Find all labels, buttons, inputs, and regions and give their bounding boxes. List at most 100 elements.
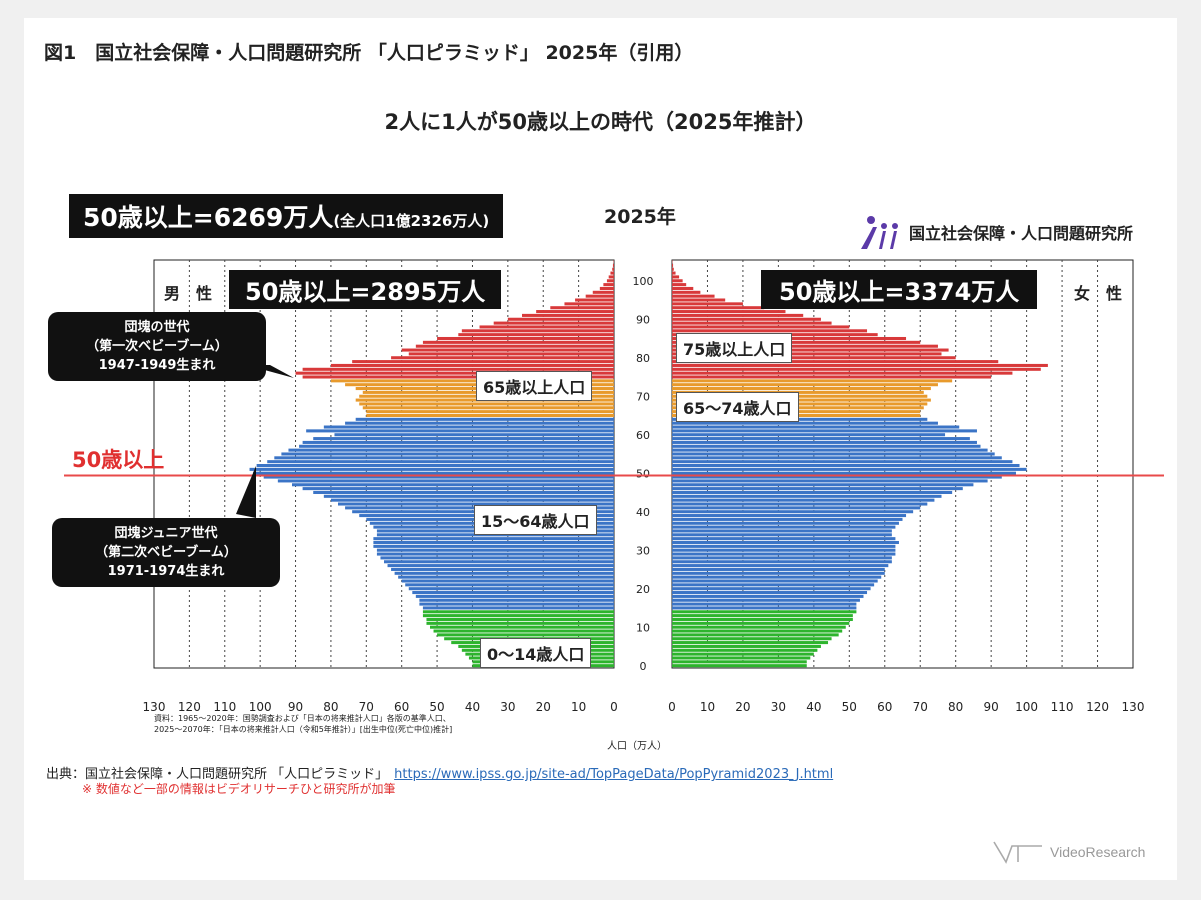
female-bar — [672, 579, 878, 583]
male-bar — [433, 629, 614, 633]
female-bar — [672, 475, 1002, 479]
female-x-tick-label: 10 — [700, 700, 715, 714]
female-bar — [672, 621, 850, 625]
male-bar — [288, 448, 614, 452]
female-bar — [672, 548, 896, 552]
callout-dankai-line1: 団塊の世代 — [124, 320, 190, 335]
male-bar — [373, 544, 614, 548]
female-bar — [672, 564, 889, 568]
female-bar — [672, 425, 960, 429]
female-bar — [672, 344, 938, 348]
age-tick-label: 20 — [636, 583, 650, 596]
male-bar — [422, 606, 614, 610]
female-bar — [672, 271, 676, 275]
female-bar — [672, 514, 907, 518]
male-bar — [422, 610, 614, 614]
female-bar — [672, 394, 928, 398]
male-x-tick-label: 10 — [571, 700, 586, 714]
female-bar — [672, 660, 807, 664]
male-bar — [330, 363, 614, 367]
population-pyramid-chart: 0 0 10 10 20 20 30 30 40 40 50 50 60 60 70 70 80 80 90 90 10… — [64, 259, 1164, 714]
female-bar — [672, 529, 892, 533]
total-50plus-box: 50歳以上=6269万人(全人口1億2326万人) — [69, 194, 504, 238]
male-bar — [522, 313, 614, 317]
male-bar — [362, 406, 614, 410]
male-bar — [419, 602, 614, 606]
female-bar — [672, 290, 701, 294]
male-x-tick-label: 90 — [288, 700, 303, 714]
female-bar — [672, 633, 839, 637]
male-bar — [306, 429, 614, 433]
chart-subtitle: 2人に1人が50歳以上の時代（2025年推計） — [384, 110, 817, 134]
male-bar — [422, 614, 614, 618]
male-x-tick-label: 60 — [394, 700, 409, 714]
male-bar — [408, 352, 614, 356]
male-bar — [415, 594, 614, 598]
female-bar — [672, 560, 892, 564]
female-bar — [672, 433, 946, 437]
male-bar — [302, 375, 614, 379]
female-x-tick-label: 40 — [806, 700, 821, 714]
female-bar — [672, 471, 1016, 475]
female-bar — [672, 544, 896, 548]
female-bar — [672, 479, 988, 483]
ipss-logo-text: 国立社会保障・人口問題研究所 — [909, 224, 1134, 243]
female-bar — [672, 421, 938, 425]
female-bar — [672, 440, 977, 444]
source-credit-text: 出典：国立社会保障・人口問題研究所 「人口ピラミッド」 — [46, 767, 389, 782]
age-15-64-label: 15〜64歳人口 — [474, 505, 597, 535]
age-65-74-label: 65〜74歳人口 — [676, 392, 799, 422]
male-bar — [398, 575, 614, 579]
male-bar — [585, 294, 614, 298]
slide: 図1 国立社会保障・人口問題研究所 「人口ピラミッド」 2025年（引用） 2人… — [24, 18, 1177, 880]
male-bar — [437, 633, 614, 637]
age-65-plus-label: 65歳以上人口 — [476, 371, 593, 401]
male-bar — [387, 564, 614, 568]
video-research-logo: VideoResearch — [992, 840, 1145, 864]
male-bar — [380, 556, 614, 560]
female-bar — [672, 398, 931, 402]
male-bar — [253, 471, 615, 475]
male-bar — [313, 437, 614, 441]
female-bar — [672, 429, 977, 433]
age-tick-label: 50 — [636, 468, 650, 481]
female-bar — [672, 537, 896, 541]
age-tick-label: 40 — [636, 506, 650, 519]
male-bar — [412, 591, 614, 595]
male-bar — [295, 371, 614, 375]
female-bar — [672, 594, 864, 598]
female-bar — [672, 375, 992, 379]
female-bar — [672, 575, 882, 579]
female-bar — [672, 606, 857, 610]
female-bar — [672, 310, 786, 314]
female-bar — [672, 352, 942, 356]
male-bar — [302, 487, 614, 491]
male-bar — [592, 290, 614, 294]
male-bar — [366, 410, 614, 414]
female-x-tick-label: 130 — [1122, 700, 1145, 714]
fifty-plus-line-label: 50歳以上 — [72, 448, 165, 472]
male-x-tick-label: 110 — [213, 700, 236, 714]
female-bar — [672, 317, 821, 321]
male-x-tick-label: 70 — [359, 700, 374, 714]
male-bar — [426, 617, 614, 622]
age-tick-label: 100 — [633, 275, 654, 288]
male-bar — [277, 479, 614, 483]
male-bar — [281, 452, 614, 456]
male-bar — [405, 583, 614, 587]
age-tick-label: 70 — [636, 391, 650, 404]
age-tick-label: 10 — [636, 622, 650, 635]
male-bar — [274, 456, 614, 460]
male-bar — [610, 271, 614, 275]
male-bar — [603, 283, 614, 287]
male-bar — [323, 494, 614, 498]
male-bar — [550, 306, 614, 310]
age-tick-label: 90 — [636, 314, 650, 327]
female-bar — [672, 502, 928, 506]
female-bar — [672, 637, 832, 641]
video-research-logo-icon — [993, 841, 1042, 864]
data-source-line1: 資料：1965〜2020年：国勢調査および「日本の将来推計人口」各版の基準人口、 — [154, 714, 451, 723]
female-bar — [672, 487, 963, 491]
source-url-link[interactable]: https://www.ipss.go.jp/site-ad/TopPageDa… — [394, 767, 834, 782]
male-x-tick-label: 0 — [610, 700, 618, 714]
